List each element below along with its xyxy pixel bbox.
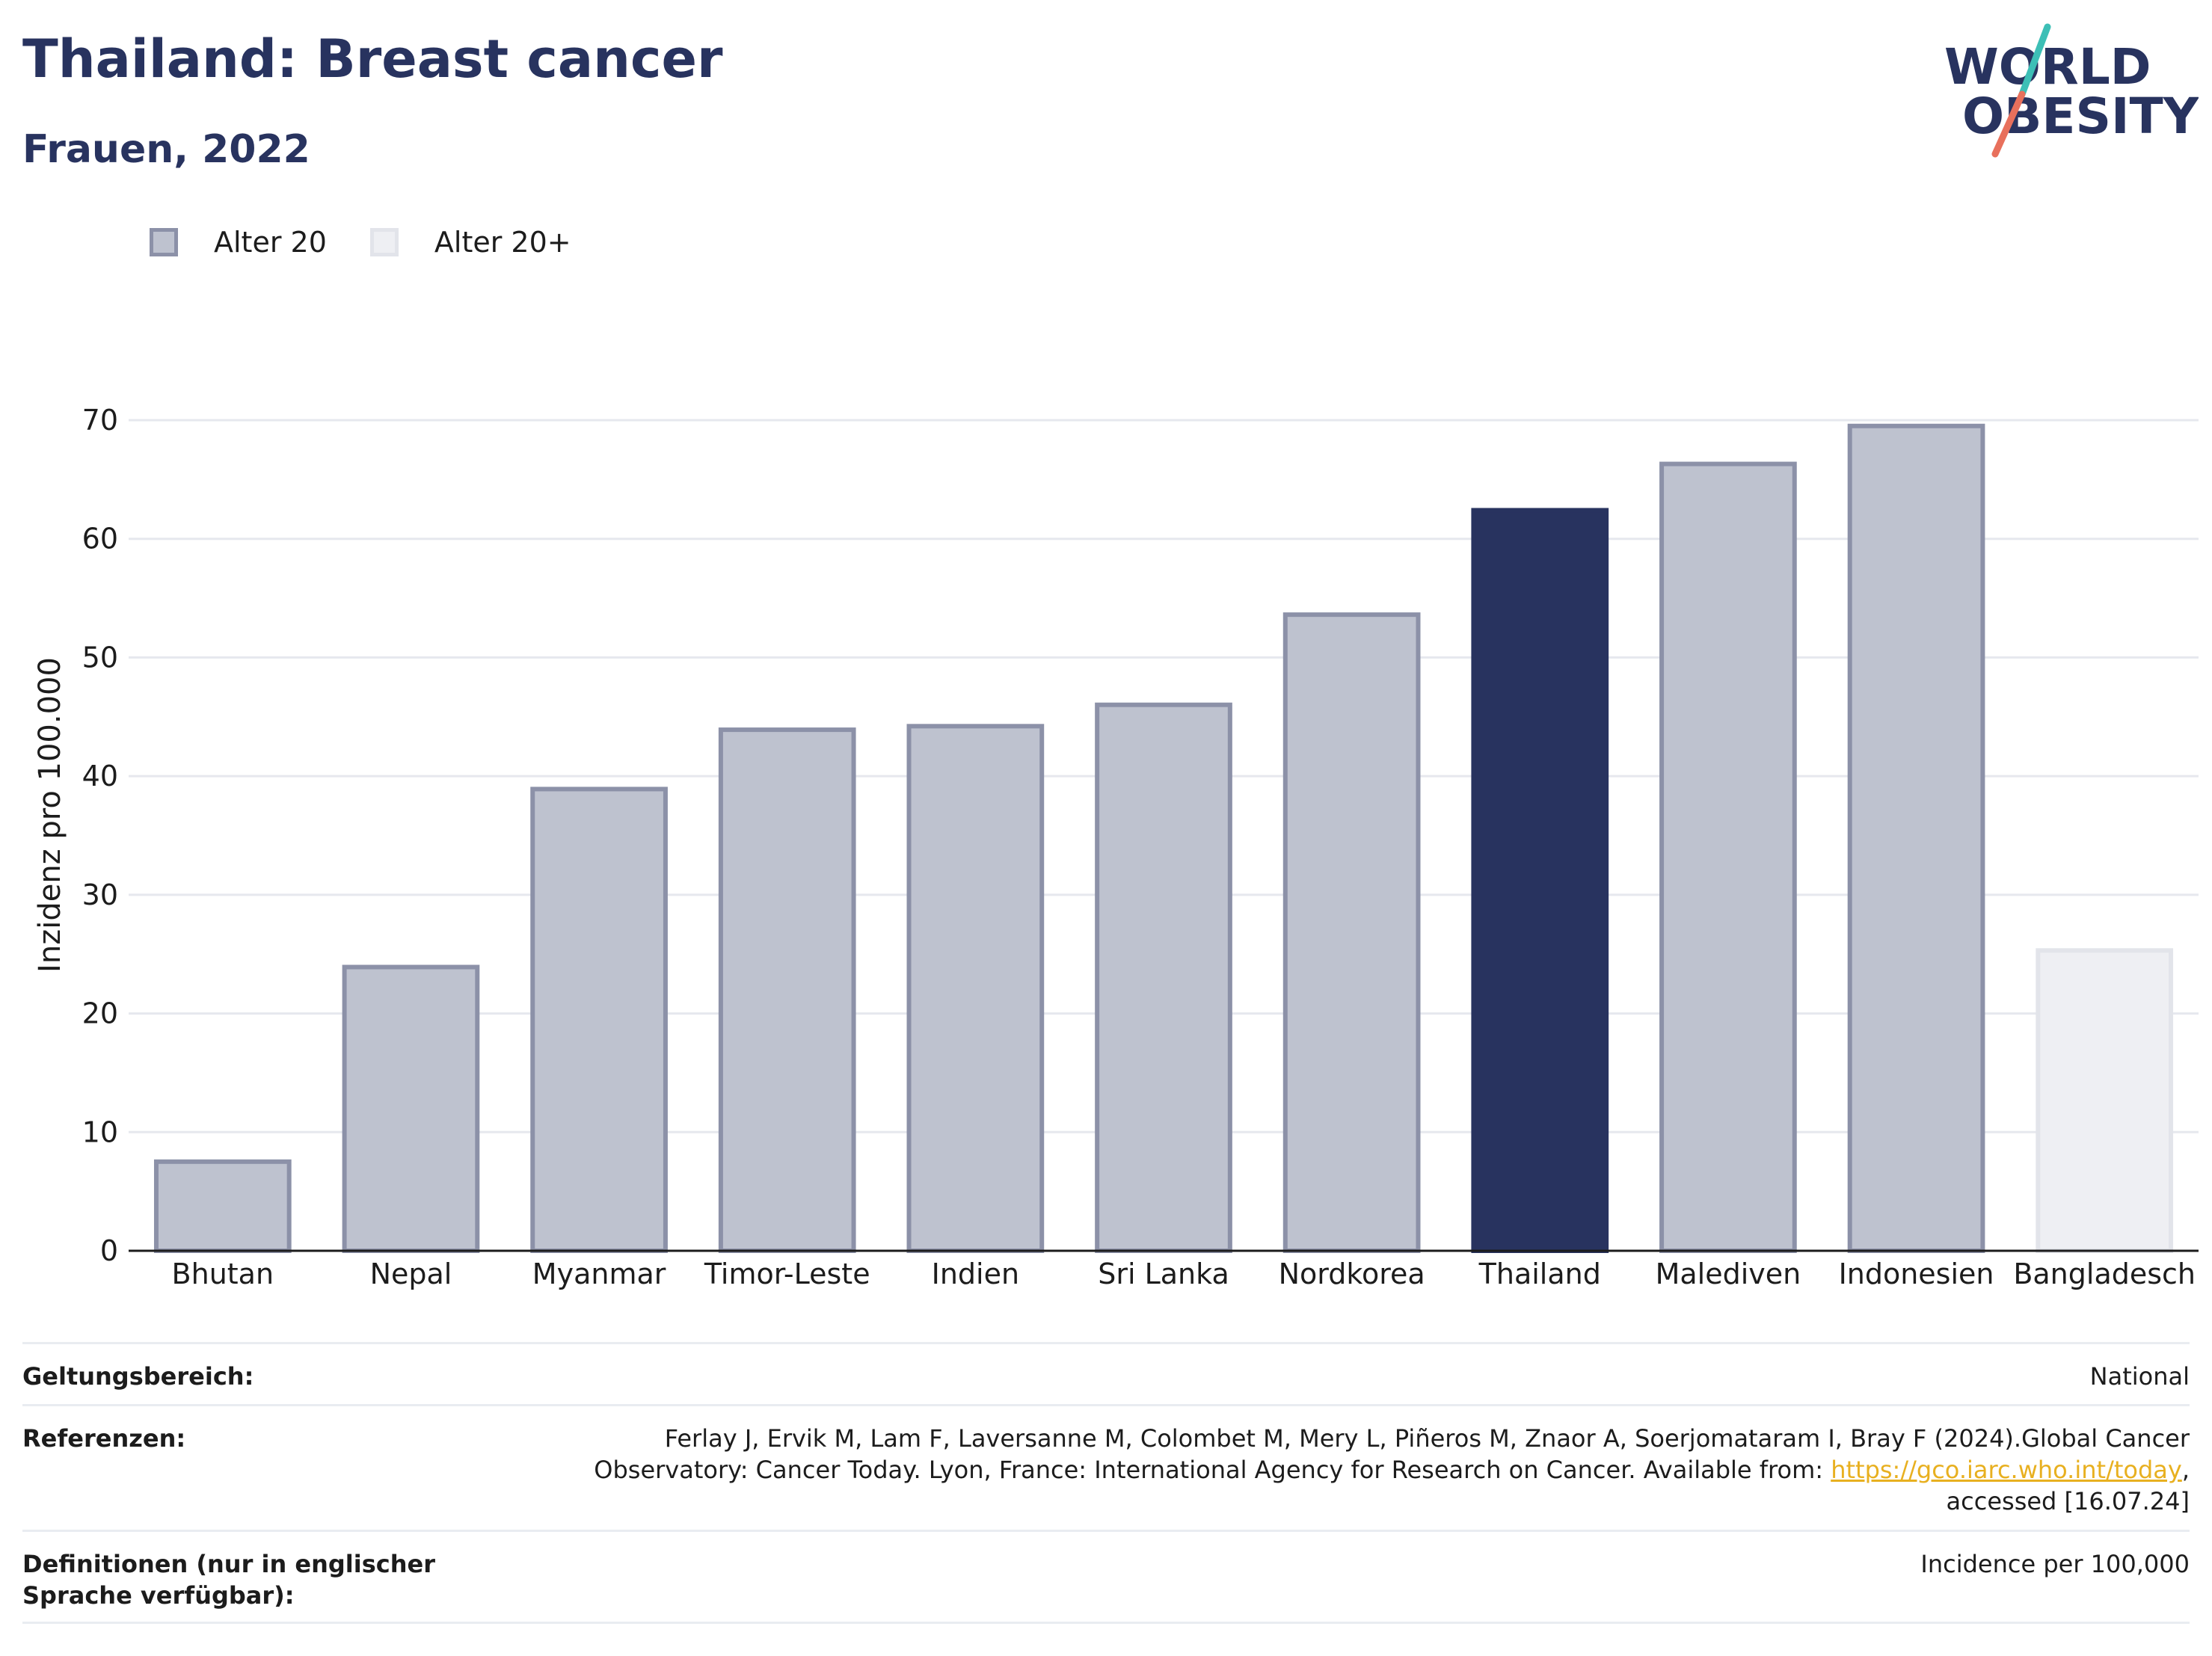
- legend-item-alter-20[interactable]: Alter 20: [150, 226, 327, 259]
- bar-timor-leste[interactable]: [718, 727, 856, 1253]
- definitions-label: Definitionen (nur in englischer Sprache …: [22, 1550, 435, 1610]
- references-line2-end: ,: [2181, 1456, 2190, 1484]
- y-tick-label: 0: [100, 1234, 118, 1267]
- references-value: Ferlay J, Ervik M, Lam F, Laversanne M, …: [594, 1423, 2190, 1517]
- x-tick-label: Malediven: [1656, 1258, 1801, 1290]
- x-tick-label: Myanmar: [532, 1258, 666, 1290]
- y-tick-label: 40: [82, 760, 118, 792]
- x-tick-label: Bangladesch: [2013, 1258, 2196, 1290]
- x-tick-label: Timor-Leste: [704, 1258, 870, 1290]
- y-tick-label: 20: [82, 997, 118, 1030]
- bar-sri-lanka[interactable]: [1095, 702, 1232, 1253]
- definitions-value: Incidence per 100,000: [1920, 1550, 2190, 1578]
- references-line2: Observatory: Cancer Today. Lyon, France:…: [594, 1454, 2190, 1486]
- legend: Alter 20 Alter 20+: [150, 223, 615, 262]
- references-link[interactable]: https://gco.iarc.who.int/today: [1831, 1456, 2182, 1484]
- y-tick-label: 70: [82, 404, 118, 437]
- references-label: Referenzen:: [22, 1424, 186, 1453]
- references-line3: accessed [16.07.24]: [1946, 1487, 2190, 1515]
- x-tick-label: Bhutan: [172, 1258, 274, 1290]
- x-tick-label: Indien: [932, 1258, 1019, 1290]
- bar-indien[interactable]: [906, 724, 1045, 1253]
- x-tick-label: Nepal: [370, 1258, 452, 1290]
- info-row-scope: Geltungsbereich: National: [22, 1342, 2190, 1404]
- scope-label: Geltungsbereich:: [22, 1362, 254, 1391]
- bars: [153, 423, 2174, 1254]
- bar-indonesien[interactable]: [1847, 423, 1985, 1253]
- x-tick-label: Nordkorea: [1279, 1258, 1425, 1290]
- legend-label-alter-20-plus: Alter 20+: [434, 226, 571, 259]
- y-axis-title: Inzidenz pro 100.000: [33, 657, 67, 973]
- bar-nepal[interactable]: [342, 964, 480, 1253]
- info-row-references: Referenzen: Ferlay J, Ervik M, Lam F, La…: [22, 1404, 2190, 1530]
- logo-line1: WORLD: [1944, 38, 2151, 96]
- references-line2-text: Observatory: Cancer Today. Lyon, France:…: [594, 1456, 1831, 1484]
- references-line1: Ferlay J, Ervik M, Lam F, Laversanne M, …: [664, 1424, 2190, 1453]
- chart-title: Thailand: Breast cancer: [22, 28, 723, 90]
- bar-bangladesch[interactable]: [2036, 948, 2174, 1253]
- chart-subtitle: Frauen, 2022: [22, 127, 310, 172]
- legend-swatch-alter-20: [150, 228, 178, 256]
- bar-thailand[interactable]: [1471, 508, 1609, 1253]
- legend-item-alter-20-plus[interactable]: Alter 20+: [369, 226, 571, 259]
- bar-malediven[interactable]: [1659, 461, 1797, 1253]
- scope-value: National: [2089, 1362, 2190, 1391]
- bar-myanmar[interactable]: [530, 787, 668, 1253]
- x-axis-labels: Bhutan Nepal Myanmar Timor-Leste Indien Sri L…: [172, 1258, 2196, 1290]
- world-obesity-logo: WORLD OBESITY: [1944, 23, 2199, 158]
- y-tick-label: 30: [82, 878, 118, 911]
- legend-label-alter-20: Alter 20: [214, 226, 327, 259]
- y-tick-label: 50: [82, 641, 118, 674]
- x-tick-label: Sri Lanka: [1098, 1258, 1229, 1290]
- info-row-definitions: Definitionen (nur in englischer Sprache …: [22, 1530, 2190, 1624]
- logo-slash-teal: [2018, 23, 2051, 98]
- bar-nordkorea[interactable]: [1282, 612, 1421, 1253]
- x-tick-label: Thailand: [1478, 1258, 1601, 1290]
- y-tick-label: 60: [82, 523, 118, 555]
- y-tick-label: 10: [82, 1115, 118, 1148]
- logo-slash-coral: [1991, 90, 2026, 158]
- info-table: Geltungsbereich: National Referenzen: Fe…: [22, 1342, 2190, 1624]
- x-tick-label: Indonesien: [1839, 1258, 1994, 1290]
- legend-swatch-alter-20-plus: [369, 228, 399, 256]
- bar-bhutan[interactable]: [153, 1159, 292, 1254]
- bar-chart: Bhutan Nepal Myanmar Timor-Leste Indien Sri L…: [33, 404, 2199, 1290]
- y-axis-labels: 0 10 20 30 40 50 60 70: [82, 404, 118, 1267]
